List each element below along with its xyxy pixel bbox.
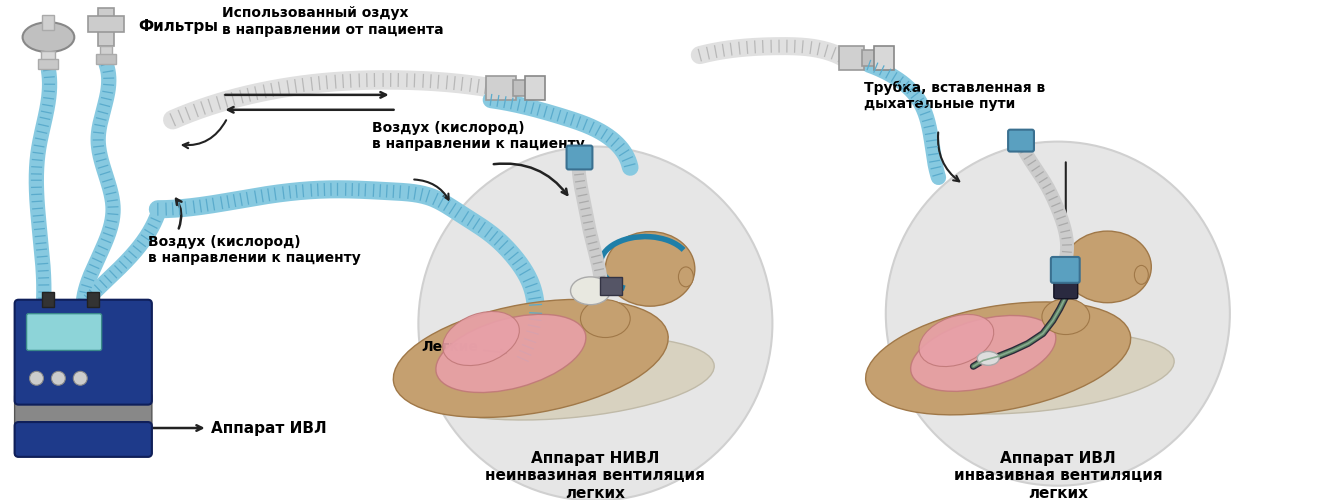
Ellipse shape [605, 232, 694, 307]
Text: Аппарат НИВЛ
неинвазиная вентиляция
легких: Аппарат НИВЛ неинвазиная вентиляция легк… [485, 450, 705, 499]
Bar [862, 51, 877, 67]
Bar [513, 81, 528, 97]
Ellipse shape [580, 300, 631, 338]
Text: Трубка, вставленная в
дыхательные пути: Трубка, вставленная в дыхательные пути [864, 81, 1045, 111]
Ellipse shape [436, 315, 587, 393]
FancyBboxPatch shape [15, 392, 152, 457]
Bar [88, 17, 124, 33]
Text: Воздух (кислород)
в направлении к пациенту: Воздух (кислород) в направлении к пациен… [148, 234, 361, 265]
Ellipse shape [571, 277, 611, 305]
Circle shape [886, 142, 1230, 485]
Bar [43, 292, 55, 307]
Ellipse shape [1042, 299, 1089, 335]
FancyBboxPatch shape [27, 314, 101, 351]
Bar [43, 16, 55, 31]
Ellipse shape [678, 268, 693, 287]
FancyBboxPatch shape [1054, 277, 1077, 299]
Bar [600, 277, 623, 295]
Circle shape [52, 372, 65, 385]
Bar [487, 77, 516, 101]
FancyBboxPatch shape [15, 422, 152, 457]
Ellipse shape [1134, 266, 1148, 285]
FancyBboxPatch shape [1050, 258, 1080, 283]
Bar [100, 47, 112, 57]
Text: Аппарат ИВЛ
инвазивная вентиляция
легких: Аппарат ИВЛ инвазивная вентиляция легких [953, 450, 1162, 499]
Text: Воздух (кислород)
в направлении к пациенту: Воздух (кислород) в направлении к пациен… [372, 120, 584, 151]
Ellipse shape [443, 312, 520, 366]
Bar [96, 55, 116, 65]
Bar [838, 47, 864, 71]
Circle shape [73, 372, 87, 385]
Ellipse shape [417, 337, 714, 420]
Ellipse shape [918, 315, 993, 367]
Circle shape [29, 372, 44, 385]
Ellipse shape [865, 302, 1130, 415]
Bar [87, 292, 99, 307]
Ellipse shape [910, 316, 1056, 392]
Bar [99, 10, 115, 47]
FancyBboxPatch shape [567, 146, 592, 170]
FancyBboxPatch shape [1008, 130, 1034, 152]
Ellipse shape [977, 352, 1000, 366]
Bar [525, 77, 545, 101]
Text: Аппарат ИВЛ: Аппарат ИВЛ [211, 420, 327, 435]
Bar [874, 47, 893, 71]
Bar [39, 60, 59, 70]
Ellipse shape [1064, 231, 1152, 303]
Text: Использованный оздух
в направлении от пациента: Использованный оздух в направлении от па… [223, 7, 444, 37]
Text: Фильтры: Фильтры [137, 19, 217, 34]
Text: Легкие: Легкие [421, 340, 507, 355]
Ellipse shape [23, 23, 75, 53]
Ellipse shape [882, 333, 1174, 414]
Bar [41, 52, 56, 62]
FancyBboxPatch shape [15, 300, 152, 405]
Circle shape [419, 147, 772, 500]
Ellipse shape [393, 300, 668, 418]
